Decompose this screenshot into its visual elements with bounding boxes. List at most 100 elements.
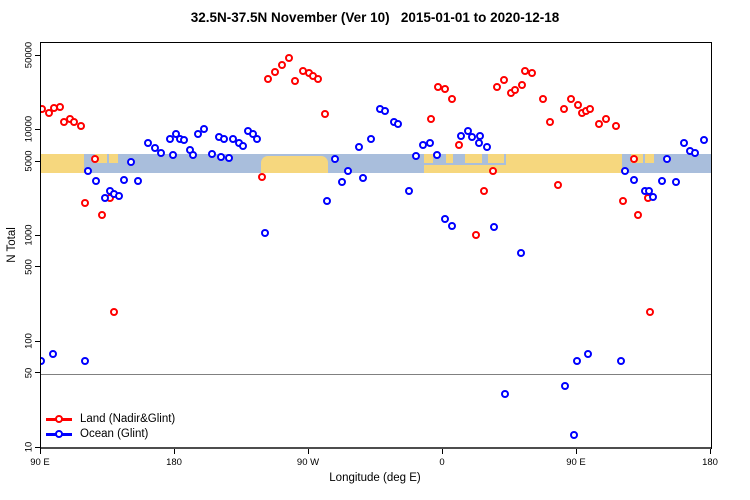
data-point-land	[567, 94, 576, 103]
y-tick-label: 50	[23, 367, 35, 379]
data-point-land	[44, 108, 53, 117]
strip-land-segment	[261, 156, 329, 173]
data-point-ocean	[120, 175, 129, 184]
data-point-land	[528, 68, 537, 77]
plot-area	[40, 42, 712, 449]
data-point-ocean	[616, 357, 625, 366]
x-tick-mark	[709, 449, 711, 454]
y-tick-mark	[35, 446, 40, 448]
data-point-ocean	[381, 106, 390, 115]
x-tick-label: 90 E	[30, 457, 50, 468]
data-point-ocean	[219, 134, 228, 143]
y-tick-mark	[35, 372, 40, 374]
data-point-ocean	[645, 186, 654, 195]
data-point-ocean	[405, 186, 414, 195]
data-point-ocean	[358, 173, 367, 182]
data-point-ocean	[658, 176, 667, 185]
data-point-ocean	[171, 130, 180, 139]
data-point-ocean	[516, 248, 525, 257]
legend-label-land: Land (Nadir&Glint)	[80, 413, 176, 425]
data-point-land	[480, 186, 489, 195]
data-point-land	[427, 114, 436, 123]
data-point-ocean	[343, 166, 352, 175]
y-tick-mark	[35, 234, 40, 236]
data-point-land	[586, 104, 595, 113]
x-tick-mark	[307, 449, 309, 454]
data-point-land	[440, 84, 449, 93]
strip-land-segment	[645, 154, 655, 163]
x-tick-label: 180	[702, 457, 718, 468]
data-point-ocean	[394, 119, 403, 128]
data-point-ocean	[367, 134, 376, 143]
reference-line-50	[41, 373, 711, 375]
data-point-ocean	[411, 151, 420, 160]
data-point-ocean	[322, 196, 331, 205]
data-point-ocean	[194, 130, 203, 139]
data-point-land	[595, 120, 604, 129]
strip-land-segment	[505, 154, 622, 173]
y-tick-label: 100	[23, 333, 35, 349]
land-ocean-map-strip	[41, 154, 711, 173]
data-point-land	[98, 211, 107, 220]
data-point-ocean	[441, 215, 450, 224]
y-tick-label: 5000	[23, 150, 35, 172]
y-tick-label: 10	[23, 441, 35, 453]
reference-line-10	[41, 447, 711, 449]
y-tick-label: 50000	[23, 41, 35, 69]
data-point-land	[629, 154, 638, 163]
data-point-land	[573, 100, 582, 109]
x-tick-mark	[575, 449, 577, 454]
data-point-ocean	[252, 134, 261, 143]
data-point-land	[546, 118, 555, 127]
data-point-land	[284, 53, 293, 62]
x-tick-label: 180	[166, 457, 182, 468]
data-point-ocean	[572, 357, 581, 366]
data-point-land	[277, 60, 286, 69]
strip-land-segment	[445, 154, 454, 163]
data-point-ocean	[680, 138, 689, 147]
data-point-ocean	[224, 153, 233, 162]
data-point-land	[55, 102, 64, 111]
data-point-land	[634, 210, 643, 219]
data-point-land	[601, 114, 610, 123]
data-point-land	[77, 122, 86, 131]
data-point-land	[517, 80, 526, 89]
data-point-land	[321, 110, 330, 119]
legend-marker-land-icon	[55, 415, 63, 423]
data-point-land	[81, 198, 90, 207]
data-point-ocean	[457, 131, 466, 140]
data-point-ocean	[208, 149, 217, 158]
x-tick-mark	[173, 449, 175, 454]
data-point-land	[314, 74, 323, 83]
data-point-ocean	[248, 129, 257, 138]
data-point-land	[447, 94, 456, 103]
data-point-ocean	[468, 132, 477, 141]
x-tick-mark	[441, 449, 443, 454]
data-point-ocean	[168, 150, 177, 159]
data-point-ocean	[490, 223, 499, 232]
strip-land-segment	[423, 165, 506, 173]
data-point-land	[41, 104, 46, 113]
data-point-land	[611, 122, 620, 131]
y-tick-label: 10000	[23, 115, 35, 143]
data-point-land	[646, 307, 655, 316]
legend-marker-ocean-icon	[55, 430, 63, 438]
data-point-ocean	[448, 222, 457, 231]
data-point-land	[455, 140, 464, 149]
data-point-land	[500, 75, 509, 84]
data-point-land	[270, 67, 279, 76]
chart-title: 32.5N-37.5N November (Ver 10) 2015-01-01…	[190, 10, 560, 25]
data-point-ocean	[92, 176, 101, 185]
y-axis-label: N Total	[6, 227, 18, 263]
data-point-ocean	[83, 167, 92, 176]
data-point-land	[264, 74, 273, 83]
strip-land-segment	[94, 154, 107, 163]
data-point-ocean	[476, 131, 485, 140]
data-point-ocean	[700, 135, 709, 144]
data-point-land	[511, 85, 520, 94]
data-point-ocean	[464, 126, 473, 135]
data-point-ocean	[584, 349, 593, 358]
x-tick-label: 90 E	[566, 457, 586, 468]
data-point-ocean	[629, 175, 638, 184]
strip-land-segment	[41, 154, 85, 173]
